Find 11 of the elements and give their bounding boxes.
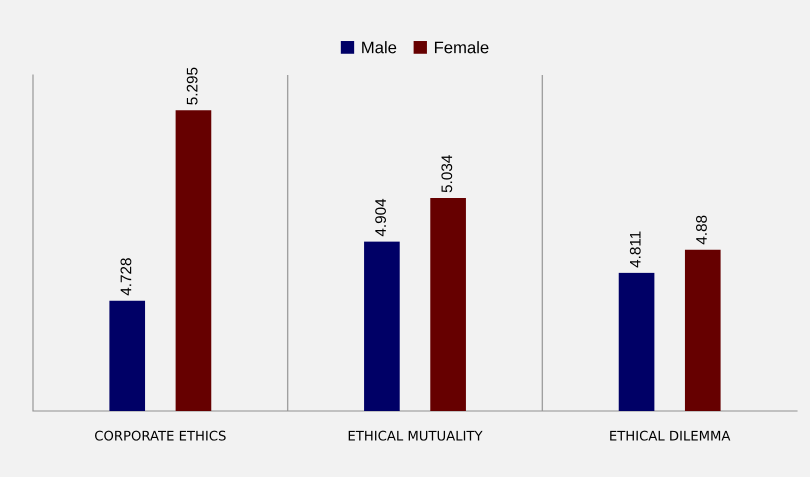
legend-label: Female	[434, 41, 488, 54]
data-label: 5.295	[186, 68, 198, 105]
x-tick-label: CORPORATE ETHICS	[95, 430, 226, 441]
x-tick-label: ETHICAL MUTUALITY	[348, 430, 483, 441]
data-label: 5.034	[441, 155, 452, 192]
legend-label: Male	[362, 41, 396, 54]
data-label: 4.88	[696, 216, 707, 244]
data-label: 4.811	[630, 232, 641, 268]
data-label: 4.728	[120, 258, 132, 296]
data-label: 4.904	[375, 198, 386, 236]
x-tick-label: ETHICAL DILEMMA	[610, 430, 730, 441]
